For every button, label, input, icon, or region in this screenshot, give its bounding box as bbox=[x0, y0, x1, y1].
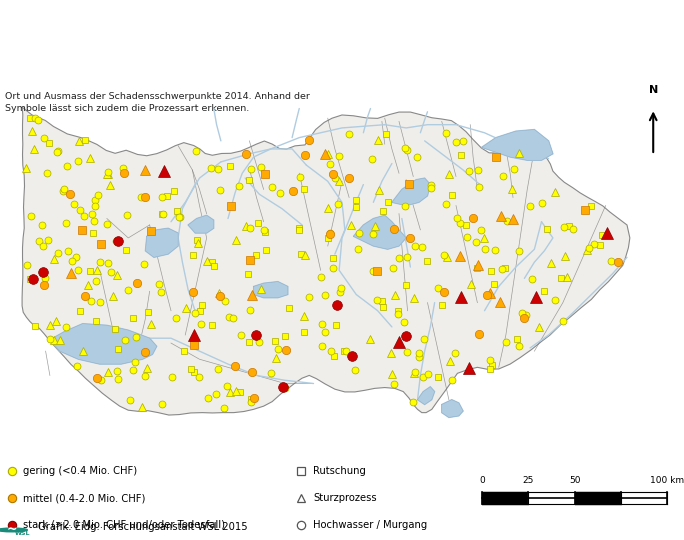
Polygon shape bbox=[354, 215, 406, 249]
Text: Schadensschwerpunkte 2014: Schadensschwerpunkte 2014 bbox=[5, 57, 224, 70]
Text: 50: 50 bbox=[569, 476, 580, 485]
Text: N: N bbox=[648, 85, 658, 96]
Text: ~: ~ bbox=[7, 523, 18, 536]
Polygon shape bbox=[254, 281, 288, 298]
Polygon shape bbox=[417, 387, 434, 404]
Polygon shape bbox=[22, 107, 630, 415]
Text: Hochwasser / Murgang: Hochwasser / Murgang bbox=[313, 520, 428, 530]
Polygon shape bbox=[442, 400, 463, 417]
Text: Ort und Ausmass der Schadensschwerpunkte 2014. Anhand der
Symbole lässt sich zud: Ort und Ausmass der Schadensschwerpunkte… bbox=[5, 92, 311, 113]
Text: mittel (0.4-2.0 Mio. CHF): mittel (0.4-2.0 Mio. CHF) bbox=[23, 493, 145, 503]
Text: 0: 0 bbox=[479, 476, 485, 485]
Text: Grafik: Eidg. Forschungsanstalt WSL 2015: Grafik: Eidg. Forschungsanstalt WSL 2015 bbox=[38, 523, 247, 532]
Text: Rutschung: Rutschung bbox=[313, 467, 366, 476]
Text: Schweiz: Unwetterereignisse: Schweiz: Unwetterereignisse bbox=[5, 15, 223, 28]
Circle shape bbox=[0, 528, 27, 532]
Polygon shape bbox=[188, 215, 213, 233]
Text: 100 km: 100 km bbox=[650, 476, 684, 485]
Polygon shape bbox=[482, 130, 553, 160]
Text: stark (>2.0 Mio. CHF und/oder Todesfall): stark (>2.0 Mio. CHF und/oder Todesfall) bbox=[23, 520, 224, 530]
Text: Sturzprozess: Sturzprozess bbox=[313, 493, 377, 503]
Polygon shape bbox=[50, 323, 157, 364]
Polygon shape bbox=[146, 228, 178, 258]
Text: 25: 25 bbox=[523, 476, 534, 485]
Text: gering (<0.4 Mio. CHF): gering (<0.4 Mio. CHF) bbox=[23, 467, 137, 476]
Text: WSL: WSL bbox=[15, 531, 31, 536]
Polygon shape bbox=[392, 178, 430, 206]
